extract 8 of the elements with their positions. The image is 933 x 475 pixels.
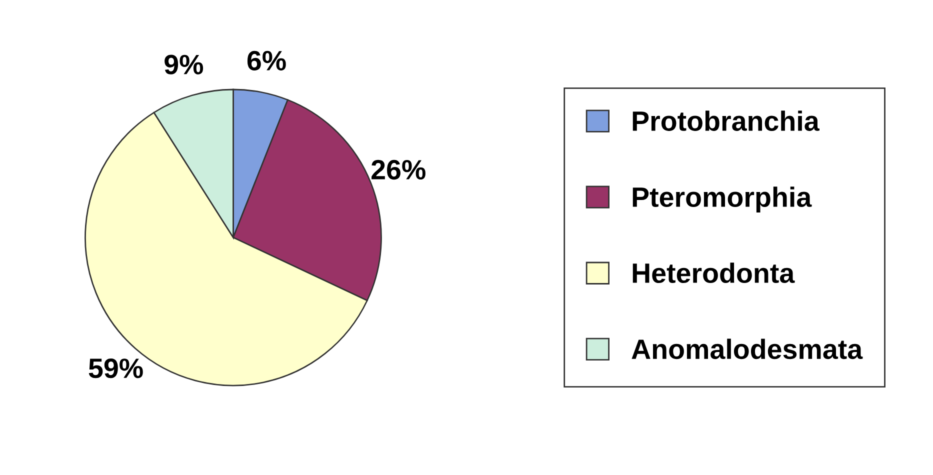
data-label: 9% [164, 54, 204, 74]
legend-label: Protobranchia [632, 110, 820, 131]
legend-label: Anomalodesmata [632, 338, 863, 360]
data-label: 59% [88, 358, 143, 378]
legend-label: Pteromorphia [632, 186, 812, 212]
legend-label: Heterodonta [632, 262, 795, 284]
data-label: 6% [247, 50, 286, 71]
data-label: 26% [372, 160, 426, 180]
